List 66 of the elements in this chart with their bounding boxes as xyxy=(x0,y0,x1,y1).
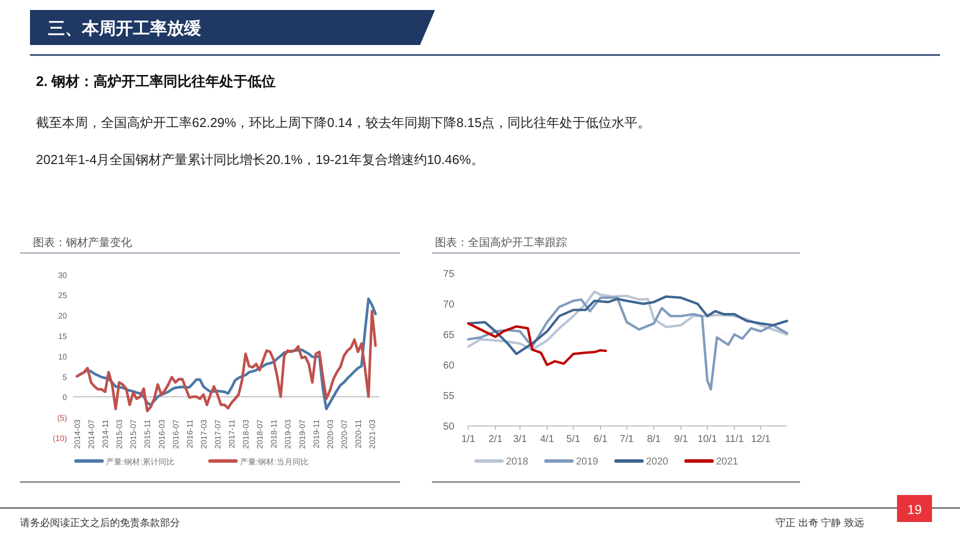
y-tick-label: 50 xyxy=(443,422,455,432)
y-tick-label: 5 xyxy=(62,372,68,382)
x-tick-label: 2015-11 xyxy=(143,418,152,448)
x-tick-label: 2016-07 xyxy=(171,418,180,449)
legend-label: 2019 xyxy=(576,456,599,468)
y-tick-label: 60 xyxy=(443,360,455,372)
x-tick-label: 2018-03 xyxy=(242,418,251,449)
x-tick-label: 11/1 xyxy=(725,434,744,445)
x-tick-label: 2014-03 xyxy=(73,418,82,449)
y-tick-label: 70 xyxy=(443,299,455,310)
x-tick-label: 2021-03 xyxy=(368,418,377,449)
y-tick-label: 65 xyxy=(443,330,455,341)
x-tick-label: 2020-07 xyxy=(340,418,349,449)
legend-label: 2020 xyxy=(646,456,669,468)
y-tick-label: 55 xyxy=(443,390,455,402)
x-tick-label: 5/1 xyxy=(566,434,581,445)
x-tick-label: 2020-11 xyxy=(354,418,363,448)
x-tick-label: 2017-11 xyxy=(228,418,237,448)
x-tick-label: 2016-11 xyxy=(185,418,194,448)
x-tick-label: 2017-03 xyxy=(199,418,208,449)
x-tick-label: 2019-03 xyxy=(284,418,293,449)
text: 2021年1-4月全国钢材产量累计同比增长20.1%，19-21年复合增速约10.46%。 xyxy=(36,152,484,167)
y-tick-label: 25 xyxy=(58,291,68,300)
y-tick-label: 10 xyxy=(58,352,68,362)
text: 守正 出奇 宁静 致远 xyxy=(776,517,864,529)
x-tick-label: 3/1 xyxy=(513,434,528,445)
text: 三、本周开工率放缓 xyxy=(48,19,202,38)
x-tick-label: 4/1 xyxy=(540,434,554,445)
line-series xyxy=(467,296,788,391)
text: 请务必阅读正文之后的免责条款部分 xyxy=(20,517,180,529)
x-tick-label: 10/1 xyxy=(698,434,718,445)
text: 19 xyxy=(907,502,922,517)
x-tick-label: 2019-11 xyxy=(312,418,321,448)
x-tick-label: 9/1 xyxy=(674,434,688,445)
y-tick-label: 30 xyxy=(58,270,68,280)
text: 截至本周，全国高炉开工率62.29%，环比上周下降0.14，较去年同期下降8.15点，同比往年处于低位水平。 xyxy=(36,115,651,130)
chart-title: 图表：钢材产量变化 xyxy=(33,236,132,249)
x-tick-label: 2015-03 xyxy=(115,418,124,449)
x-tick-label: 2018-07 xyxy=(256,418,265,449)
y-tick-label: (5) xyxy=(57,414,68,423)
x-tick-label: 2018-11 xyxy=(270,418,279,448)
x-tick-label: 2020-03 xyxy=(326,418,335,449)
y-tick-label: 20 xyxy=(58,312,68,321)
y-tick-label: (10) xyxy=(52,434,68,443)
x-tick-label: 2014-11 xyxy=(101,418,110,448)
x-tick-label: 2/1 xyxy=(488,434,503,445)
text: 2. 钢材：高炉开工率同比往年处于低位 xyxy=(36,73,276,89)
x-tick-label: 6/1 xyxy=(594,434,608,445)
x-tick-label: 12/1 xyxy=(750,434,771,445)
chart-title: 图表：全国高炉开工率跟踪 xyxy=(435,236,567,249)
y-tick-label: 75 xyxy=(443,268,455,280)
y-tick-label: 15 xyxy=(58,332,68,341)
y-tick-label: 0 xyxy=(62,393,68,402)
line-series xyxy=(467,322,607,366)
legend-label: 2018 xyxy=(506,456,529,468)
x-tick-label: 2019-07 xyxy=(298,418,307,449)
x-tick-label: 8/1 xyxy=(646,434,662,445)
x-tick-label: 2016-03 xyxy=(157,418,166,449)
x-tick-label: 7/1 xyxy=(620,434,634,445)
legend-label: 产量:钢材:累计同比 xyxy=(106,458,174,466)
x-tick-label: 2014-07 xyxy=(87,418,96,449)
legend-label: 2021 xyxy=(716,456,739,468)
x-tick-label: 2015-07 xyxy=(129,418,138,449)
x-tick-label: 2017-07 xyxy=(213,418,222,449)
legend-label: 产量:钢材:当月同比 xyxy=(240,458,308,466)
x-tick-label: 1/1 xyxy=(461,434,476,445)
